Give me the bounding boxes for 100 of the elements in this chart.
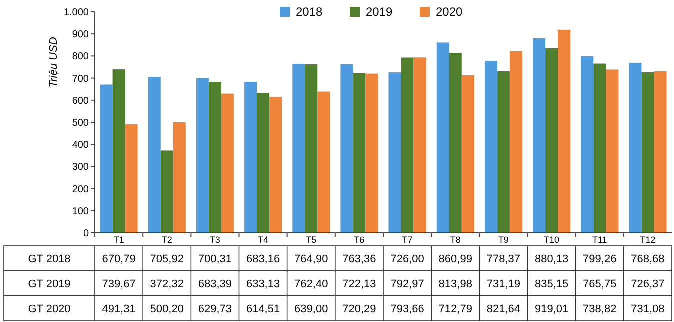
bar [414,58,426,233]
x-tick-label: T9 [498,235,509,246]
y-tick-label: 400 [72,140,90,152]
x-tick-label: T11 [592,235,608,246]
data-label: 768,68 [631,253,665,266]
bar [654,71,667,233]
bar [606,70,619,233]
y-tick-label: 900 [72,30,90,41]
bar [353,73,366,233]
data-label: 491,31 [102,303,136,316]
data-label: 683,16 [246,253,280,266]
data-label: 764,90 [294,253,328,266]
data-label: 722,13 [342,278,376,290]
bar [221,94,234,233]
data-label: 821,64 [486,303,521,316]
data-label: 813,98 [438,278,472,290]
text: GT 2018 [28,253,71,266]
bar [125,124,138,233]
bar [436,42,450,233]
bar [318,92,330,233]
y-tick-label: 800 [72,52,90,63]
bar [173,122,186,233]
data-label: 705,92 [150,253,184,266]
y-tick-label: 1.000 [64,8,90,18]
x-tick-label: T10 [544,235,560,246]
data-label: 639,00 [294,303,328,316]
bar [100,84,113,233]
data-label: 500,20 [150,303,184,316]
bar [292,64,306,233]
bar [340,64,354,233]
bar [401,58,414,233]
legend-label: 2019 [366,5,394,20]
bar [546,48,558,233]
bar [497,71,510,233]
bar [305,64,318,233]
data-label: 738,82 [583,303,617,316]
data-label: 614,51 [246,303,280,316]
x-tick-label: T2 [162,235,172,246]
y-tick-label: 100 [72,206,90,218]
data-label: 700,31 [198,253,232,266]
bar [196,78,209,233]
data-label: 793,66 [390,303,424,316]
data-label: 739,67 [102,278,136,290]
y-axis-title: Triệu USD [48,37,60,88]
y-tick-label: 500 [72,118,90,129]
x-tick-label: T6 [354,235,365,246]
x-tick-label: T4 [258,235,269,246]
data-label: 778,37 [486,253,521,266]
data-label: 880,13 [534,253,569,266]
y-tick-label: 0 [83,228,90,240]
bar [160,150,174,233]
data-label: 860,99 [438,253,472,266]
legend-label: 2018 [296,5,324,20]
x-tick-label: T12 [640,235,656,246]
bar [449,53,462,233]
y-tick-label: 300 [72,162,90,174]
bar [484,60,498,233]
bar [629,63,642,233]
bar [112,70,126,233]
bar [642,72,654,233]
data-label: 762,40 [294,278,328,290]
bar [257,93,270,233]
data-label: 629,73 [198,303,232,316]
bar [366,74,378,233]
data-label: 792,97 [390,278,424,290]
x-tick-label: T7 [402,235,413,246]
text: GT 2020 [28,303,71,316]
bar [533,38,546,233]
data-label: 799,26 [583,253,617,266]
bar [594,64,606,233]
bar [388,72,402,233]
legend-label: 2020 [436,5,464,20]
data-label: 763,36 [342,253,376,266]
data-label: 720,29 [342,303,376,316]
x-tick-label: T1 [114,235,124,246]
text: GT 2019 [28,278,71,290]
data-label: 683,39 [198,278,232,290]
data-label: 633,13 [246,278,280,290]
data-label: 731,08 [631,303,665,316]
data-label: 919,01 [534,303,569,316]
bar [148,76,161,233]
bar [244,82,258,233]
x-tick-label: T5 [306,235,317,246]
data-label: 712,79 [438,303,472,316]
y-tick-label: 700 [72,74,90,85]
x-tick-label: T3 [210,235,220,246]
data-label: 372,32 [150,278,184,290]
bar [581,56,594,233]
bar [558,30,571,233]
bar [270,97,282,233]
x-tick-label: T8 [450,235,461,246]
data-label: 765,75 [583,278,617,290]
data-label: 726,00 [390,253,424,266]
data-label: 670,79 [102,253,136,266]
data-label: 731,19 [486,278,521,290]
y-tick-label: 200 [72,184,90,196]
y-tick-label: 600 [72,96,90,107]
bar [510,51,522,233]
bar [208,82,222,233]
data-label: 835,15 [534,278,569,290]
